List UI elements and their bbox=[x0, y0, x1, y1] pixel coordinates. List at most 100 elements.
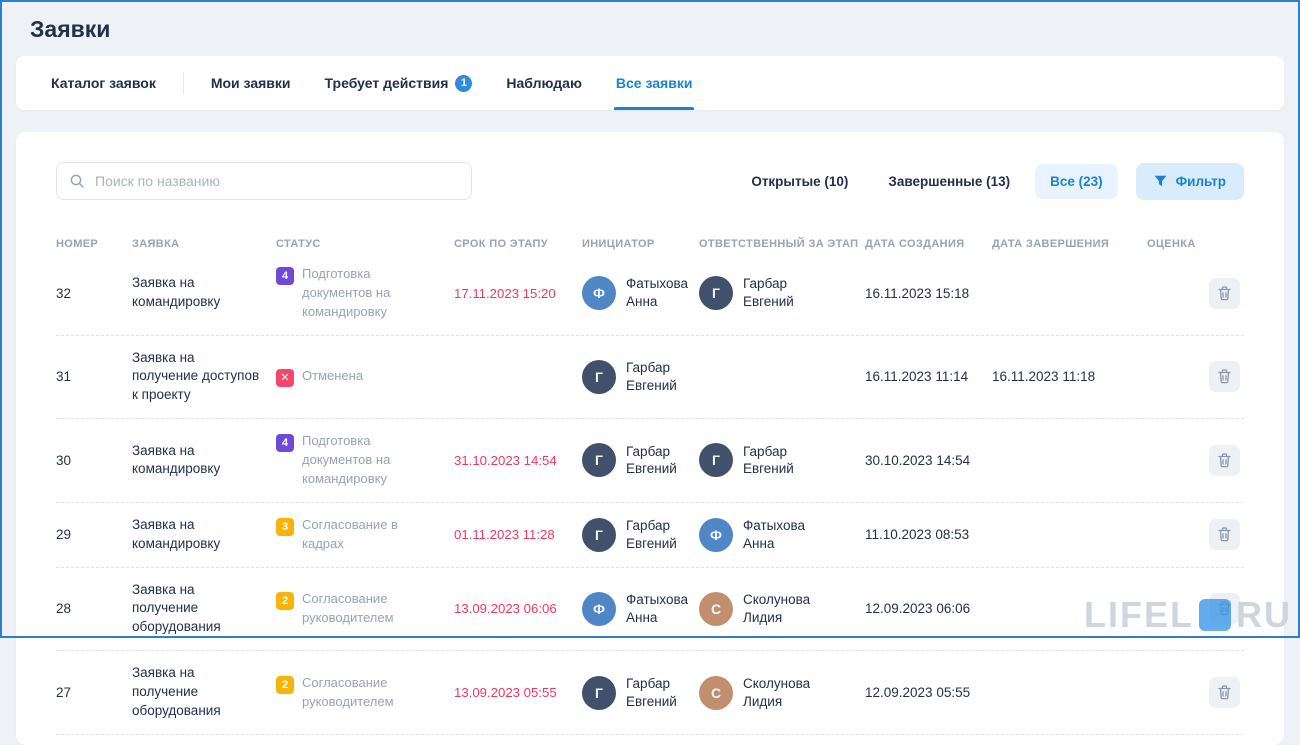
tab-4[interactable]: Все заявки bbox=[599, 56, 710, 110]
filter-chip-2[interactable]: Все (23) bbox=[1035, 163, 1118, 199]
table-row[interactable]: 30 Заявка на командировку 4 Подготовка д… bbox=[56, 419, 1244, 503]
responsible-avatar: С bbox=[699, 591, 733, 626]
delete-button[interactable] bbox=[1209, 677, 1240, 709]
responsible-avatar: Г bbox=[699, 443, 733, 478]
initiator-cell: Г Гарбар Евгений bbox=[582, 675, 699, 711]
filter-chip-0[interactable]: Открытые (10) bbox=[736, 164, 863, 199]
request-number: 28 bbox=[56, 601, 72, 617]
responsible-name: Сколунова Лидия bbox=[743, 675, 811, 709]
filter-chip-label: Открытые (10) bbox=[751, 173, 849, 189]
stage-deadline: 13.09.2023 06:06 bbox=[454, 601, 557, 617]
initiator-name: Фатыхова Анна bbox=[626, 276, 688, 310]
column-header: НОМЕР bbox=[56, 238, 99, 250]
created-date: 30.10.2023 14:54 bbox=[865, 452, 971, 468]
row-actions bbox=[1147, 677, 1244, 709]
request-number: 31 bbox=[56, 369, 72, 385]
request-title: Заявка на командировку bbox=[132, 442, 221, 477]
request-status-cell: 4 Подготовка документов на командировку bbox=[276, 432, 454, 489]
initiator-avatar: Ф bbox=[582, 591, 616, 626]
initiator-cell: Г Гарбар Евгений bbox=[582, 517, 699, 553]
status-badge: 4 bbox=[276, 434, 294, 453]
request-number: 30 bbox=[56, 452, 72, 468]
row-actions bbox=[1147, 519, 1244, 551]
tab-1[interactable]: Мои заявки bbox=[194, 56, 308, 110]
trash-icon bbox=[1218, 453, 1231, 468]
responsible-cell: Г Гарбар Евгений bbox=[699, 443, 865, 479]
created-date: 16.11.2023 11:14 bbox=[865, 369, 969, 385]
tab-divider bbox=[182, 72, 184, 94]
table-row[interactable]: 32 Заявка на командировку 4 Подготовка д… bbox=[56, 252, 1244, 336]
initiator-avatar: Г bbox=[582, 359, 616, 394]
row-actions bbox=[1147, 361, 1244, 393]
stage-deadline: 01.11.2023 11:28 bbox=[454, 527, 555, 543]
table-row[interactable]: 31 Заявка на получение доступов к проект… bbox=[56, 336, 1244, 420]
column-header: ЗАЯВКА bbox=[132, 238, 180, 250]
trash-icon bbox=[1218, 286, 1231, 301]
completed-date: 16.11.2023 11:18 bbox=[992, 369, 1096, 385]
initiator-cell: Ф Фатыхова Анна bbox=[582, 591, 699, 627]
initiator-name: Гарбар Евгений bbox=[626, 675, 677, 709]
filter-chip-label: Завершенные (13) bbox=[888, 173, 1011, 189]
request-title: Заявка на командировку bbox=[132, 516, 221, 551]
filter-group: Открытые (10) Завершенные (13) Все (23) bbox=[736, 163, 1118, 199]
tab-2[interactable]: Требует действия 1 bbox=[308, 56, 490, 110]
table-row[interactable]: 28 Заявка на получение оборудования 2 Со… bbox=[56, 568, 1244, 652]
status-badge: 2 bbox=[276, 675, 294, 694]
request-title: Заявка на получение оборудования bbox=[132, 665, 221, 718]
column-header: ДАТА СОЗДАНИЯ bbox=[865, 238, 965, 250]
initiator-name: Фатыхова Анна bbox=[626, 592, 688, 625]
search-input[interactable] bbox=[56, 162, 472, 200]
stage-deadline: 31.10.2023 14:54 bbox=[454, 452, 557, 468]
table-row[interactable]: 27 Заявка на получение оборудования 2 Со… bbox=[56, 651, 1244, 735]
filter-button[interactable]: Фильтр bbox=[1135, 162, 1244, 200]
status-label: Подготовка документов на командировку bbox=[302, 266, 391, 319]
tab-bar: Каталог заявок Мои заявки Требует действ… bbox=[16, 56, 1284, 110]
initiator-avatar: Г bbox=[582, 443, 616, 478]
requests-table: НОМЕР ЗАЯВКА СТАТУС СРОК ПО ЭТАПУ ИНИЦИАТОР О… bbox=[56, 238, 1244, 735]
watermark-text-left: LIFEL bbox=[1084, 594, 1194, 635]
tab-0[interactable]: Каталог заявок bbox=[34, 56, 173, 110]
status-label: Подготовка документов на командировку bbox=[302, 433, 391, 486]
requests-panel: Открытые (10) Завершенные (13) Все (23) … bbox=[16, 132, 1284, 745]
search-box bbox=[56, 162, 472, 200]
responsible-cell: С Сколунова Лидия bbox=[699, 675, 865, 711]
request-title: Заявка на командировку bbox=[132, 275, 221, 310]
status-badge: 4 bbox=[276, 267, 294, 285]
responsible-cell: Г Гарбар Евгений bbox=[699, 275, 865, 311]
tab-label: Все заявки bbox=[615, 75, 693, 91]
filter-chip-1[interactable]: Завершенные (13) bbox=[873, 164, 1025, 199]
delete-button[interactable] bbox=[1209, 519, 1240, 551]
row-actions bbox=[1147, 444, 1244, 476]
status-label: Отменена bbox=[302, 367, 364, 383]
column-header: ОТВЕТСТВЕННЫЙ ЗА ЭТАП bbox=[699, 238, 859, 250]
request-number: 32 bbox=[56, 285, 72, 301]
page-title: Заявки bbox=[30, 16, 111, 42]
responsible-name: Фатыхова Анна bbox=[743, 517, 805, 551]
created-date: 12.09.2023 06:06 bbox=[865, 601, 971, 617]
trash-icon bbox=[1218, 369, 1231, 384]
request-number: 27 bbox=[56, 685, 72, 701]
funnel-icon bbox=[1154, 175, 1167, 188]
responsible-avatar: Г bbox=[699, 276, 733, 311]
tab-3[interactable]: Наблюдаю bbox=[489, 56, 599, 110]
table-header: НОМЕР ЗАЯВКА СТАТУС СРОК ПО ЭТАПУ ИНИЦИАТОР О… bbox=[56, 238, 1244, 250]
initiator-cell: Г Гарбар Евгений bbox=[582, 359, 699, 395]
created-date: 11.10.2023 08:53 bbox=[865, 527, 970, 543]
responsible-avatar: С bbox=[699, 675, 733, 710]
delete-button[interactable] bbox=[1209, 277, 1240, 309]
status-badge: 3 bbox=[276, 517, 294, 536]
responsible-cell: Ф Фатыхова Анна bbox=[699, 517, 865, 553]
request-status-cell: 4 Подготовка документов на командировку bbox=[276, 265, 454, 322]
initiator-name: Гарбар Евгений bbox=[626, 443, 677, 477]
request-status-cell: 3 Согласование в кадрах bbox=[276, 516, 454, 554]
column-header: ДАТА ЗАВЕРШЕНИЯ bbox=[992, 238, 1110, 250]
table-row[interactable]: 29 Заявка на командировку 3 Согласование… bbox=[56, 503, 1244, 568]
toolbar: Открытые (10) Завершенные (13) Все (23) … bbox=[56, 162, 1244, 200]
filter-button-label: Фильтр bbox=[1175, 173, 1226, 189]
responsible-name: Сколунова Лидия bbox=[743, 592, 811, 625]
trash-icon bbox=[1218, 685, 1231, 700]
column-header: СТАТУС bbox=[276, 238, 321, 250]
delete-button[interactable] bbox=[1209, 444, 1240, 476]
watermark-text-right: RU bbox=[1236, 594, 1292, 635]
delete-button[interactable] bbox=[1209, 361, 1240, 393]
